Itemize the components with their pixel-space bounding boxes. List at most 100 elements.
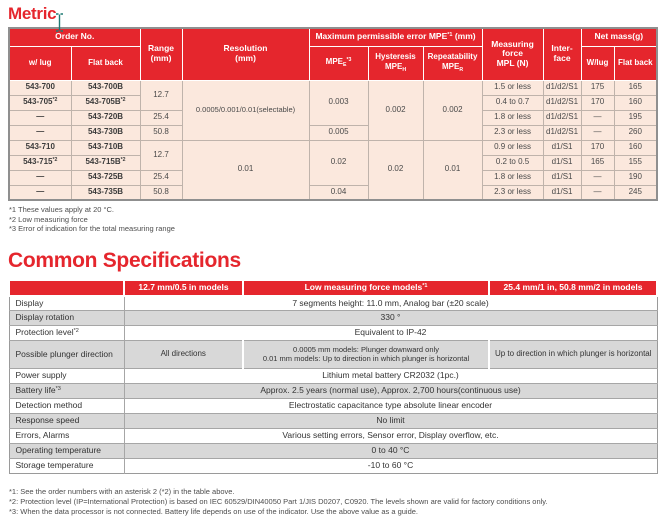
spec-value: No limit xyxy=(124,413,657,429)
spec-value: 0.0005 mm models: Plunger downward only 0… xyxy=(242,340,489,369)
force-cell: 0.2 to 0.5 xyxy=(481,154,544,171)
col-12-7-header: 12.7 mm/0.5 in models xyxy=(123,278,244,297)
resolution-header: Resolution (mm) xyxy=(181,27,310,81)
force-cell: 1.5 or less xyxy=(481,79,544,96)
mass-flat-cell: 190 xyxy=(613,169,658,186)
order-no-cell: 543-730B xyxy=(70,124,141,141)
table-row: 543-705*2 543-705B*2 0.4 to 0.7 d1/d2/S1… xyxy=(8,94,658,111)
force-cell: 1.8 or less xyxy=(481,169,544,186)
order-no-cell: 543-720B xyxy=(70,109,141,126)
spec-label: Storage temperature xyxy=(9,458,125,474)
net-mass-header: Net mass(g) xyxy=(580,27,658,47)
footnote: *1 These values apply at 20 °C. xyxy=(9,205,115,214)
common-footnotes: *1: See the order numbers with an asteri… xyxy=(9,487,665,517)
mpee-cell: 0.003 xyxy=(308,79,369,126)
mass-lug-cell: — xyxy=(580,109,615,126)
mass-lug-cell: — xyxy=(580,169,615,186)
table-row: 543-715*2 543-715B*2 0.2 to 0.5 d1/S1 16… xyxy=(8,154,658,171)
mass-lug-cell: 170 xyxy=(580,139,615,156)
mpee-header: MPEE*3 xyxy=(308,45,369,81)
spec-label: Response speed xyxy=(9,413,125,429)
col-25-4-header: 25.4 mm/1 in, 50.8 mm/2 in models xyxy=(488,278,658,297)
order-no-cell: — xyxy=(8,169,72,186)
range-cell: 12.7 xyxy=(139,139,183,171)
mpee-cell: 0.02 xyxy=(308,139,369,186)
order-no-cell: 543-700B xyxy=(70,79,141,96)
force-cell: 2.3 or less xyxy=(481,184,544,201)
interface-cell: d1/S1 xyxy=(542,154,582,171)
mpee-cell: 0.04 xyxy=(308,184,369,201)
interface-cell: d1/S1 xyxy=(542,169,582,186)
range-cell: 50.8 xyxy=(139,184,183,201)
spec-label: Operating temperature xyxy=(9,443,125,459)
range-cell: 12.7 xyxy=(139,79,183,111)
table-row: — 543-730B 50.8 0.005 2.3 or less d1/d2/… xyxy=(8,124,658,141)
spec-value: Equivalent to IP-42 xyxy=(124,325,657,341)
spec-value: Approx. 2.5 years (normal use), Approx. … xyxy=(124,383,657,399)
table-row: Protection level*2 Equivalent to IP-42 xyxy=(9,325,657,341)
order-no-cell: 543-725B xyxy=(70,169,141,186)
table-row: Display 7 segments height: 11.0 mm, Anal… xyxy=(9,295,657,311)
table-row: Detection method Electrostatic capacitan… xyxy=(9,398,657,414)
footnote: *2: Protection level (IP=International P… xyxy=(9,497,548,506)
order-no-cell: — xyxy=(8,109,72,126)
table-row: Response speed No limit xyxy=(9,413,657,429)
table-row: Possible plunger direction All direction… xyxy=(9,340,657,369)
col-low-force-header: Low measuring force models*1 xyxy=(242,278,490,297)
repeatability-cell: 0.002 xyxy=(422,79,483,141)
table-row: 543-700 543-700B 12.7 0.0005/0.001/0.01(… xyxy=(8,79,658,141)
empty-header-cell xyxy=(8,278,125,297)
spec-label: Possible plunger direction xyxy=(9,340,125,369)
interface-cell: d1/d2/S1 xyxy=(542,109,582,126)
spec-value: Various setting errors, Sensor error, Di… xyxy=(124,428,657,444)
spec-label: Power supply xyxy=(9,368,125,384)
resolution-cell: 0.01 xyxy=(181,139,310,201)
repeatability-header: Repeatability MPER xyxy=(422,45,483,81)
mass-flat-cell: 160 xyxy=(613,94,658,111)
table-row: 543-710 543-710B 12.7 0.01 0.02 0.02 0.0… xyxy=(8,139,658,201)
mass-flat-cell: 195 xyxy=(613,109,658,126)
mass-lug-cell: 175 xyxy=(580,79,615,96)
resolution-cell: 0.0005/0.001/0.01(selectable) xyxy=(181,79,310,141)
flat-back-header: Flat back xyxy=(70,45,141,81)
range-header: Range (mm) xyxy=(139,27,183,81)
spec-value: -10 to 60 °C xyxy=(124,458,657,474)
table-row: — 543-720B 25.4 1.8 or less d1/d2/S1 — 1… xyxy=(8,109,658,126)
measuring-force-header: Measuring force MPL (N) xyxy=(481,27,544,81)
table-row: — 543-725B 25.4 1.8 or less d1/S1 — 190 xyxy=(8,169,658,186)
mass-flat-cell: 155 xyxy=(613,154,658,171)
order-no-cell: 543-705B*2 xyxy=(70,94,141,111)
text-cursor-icon xyxy=(55,13,64,37)
common-specifications-title: Common Specifications xyxy=(8,248,241,272)
table-row: Battery life*3 Approx. 2.5 years (normal… xyxy=(9,383,657,399)
order-no-cell: — xyxy=(8,184,72,201)
interface-cell: d1/d2/S1 xyxy=(542,79,582,96)
spec-value: Up to direction in which plunger is hori… xyxy=(488,340,657,369)
footnote: *2 Low measuring force xyxy=(9,214,88,224)
mass-flat-cell: 165 xyxy=(613,79,658,96)
table-row: — 543-735B 50.8 0.04 2.3 or less d1/S1 —… xyxy=(8,184,658,201)
order-no-header: Order No. xyxy=(8,27,141,47)
force-cell: 0.9 or less xyxy=(481,139,544,156)
mass-flat-back-header: Flat back xyxy=(613,45,658,81)
order-no-cell: 543-715*2 xyxy=(8,154,72,171)
order-no-cell: 543-700 xyxy=(8,79,72,96)
table-row: Operating temperature 0 to 40 °C xyxy=(9,443,657,459)
order-no-cell: 543-710 xyxy=(8,139,72,156)
interface-header: Inter-face xyxy=(542,27,582,81)
range-cell: 50.8 xyxy=(139,124,183,141)
range-cell: 25.4 xyxy=(139,109,183,126)
hysteresis-cell: 0.002 xyxy=(367,79,424,141)
force-cell: 0.4 to 0.7 xyxy=(481,94,544,111)
mpe-group-header: Maximum permissible error MPE*1 (mm) xyxy=(308,27,483,47)
metric-table: Order No. Range (mm) Resolution (mm) Maxim… xyxy=(8,27,659,201)
table-row: Errors, Alarms Various setting errors, S… xyxy=(9,428,657,444)
mass-lug-cell: — xyxy=(580,124,615,141)
metric-footnotes: *1 These values apply at 20 °C. *2 Low m… xyxy=(9,205,665,234)
interface-cell: d1/S1 xyxy=(542,139,582,156)
spec-value: 330 ° xyxy=(124,310,657,326)
order-no-cell: 543-715B*2 xyxy=(70,154,141,171)
range-cell: 25.4 xyxy=(139,169,183,186)
spec-label: Protection level*2 xyxy=(9,325,125,341)
spec-label: Detection method xyxy=(9,398,125,414)
